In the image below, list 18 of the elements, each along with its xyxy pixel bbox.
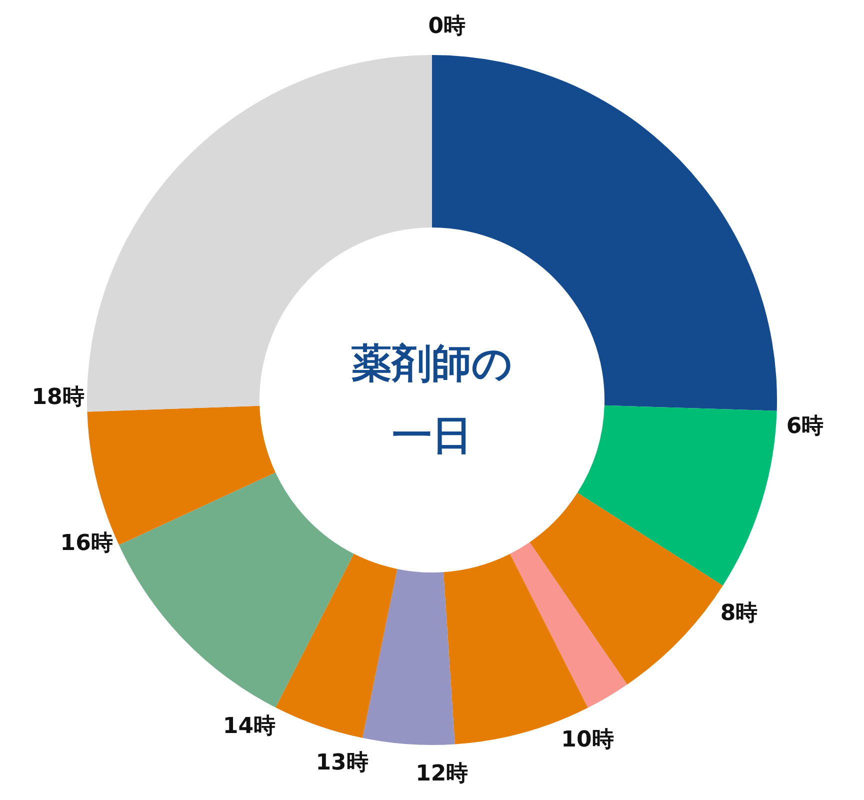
donut-slice bbox=[432, 55, 777, 411]
slice-label: 18時 bbox=[32, 385, 84, 410]
donut-slice bbox=[577, 405, 777, 586]
donut-slice bbox=[87, 55, 432, 412]
slice-label: 0時 bbox=[428, 14, 466, 39]
slice-label: 12時 bbox=[416, 761, 468, 786]
slice-label: 14時 bbox=[222, 714, 276, 739]
slice-label: 10時 bbox=[561, 728, 614, 753]
slice-label: 8時 bbox=[720, 601, 758, 626]
donut-slice bbox=[276, 554, 398, 738]
slice-label: 16時 bbox=[60, 530, 113, 556]
donut-slice bbox=[118, 472, 354, 708]
donut-slice bbox=[362, 568, 455, 745]
text: 薬剤師の一日 bbox=[352, 341, 512, 459]
donut-slice bbox=[530, 492, 723, 684]
donut-slice bbox=[510, 542, 628, 708]
slice-label: 13時 bbox=[316, 750, 368, 776]
slice-label: 6時 bbox=[786, 414, 824, 440]
